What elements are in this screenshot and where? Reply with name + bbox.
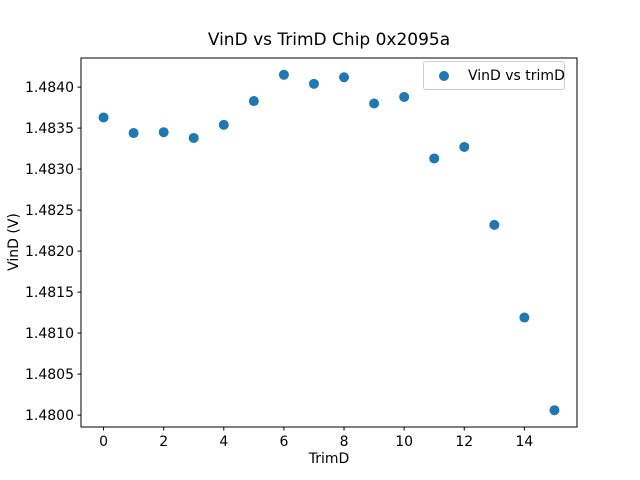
data-point (188, 132, 199, 143)
y-tick-label: 1.4840 (25, 80, 74, 96)
data-point (128, 128, 139, 139)
legend-marker-icon (439, 70, 449, 81)
legend-label: VinD vs trimD (468, 67, 565, 84)
x-tick-label: 14 (515, 434, 533, 450)
x-tick-label: 0 (99, 434, 108, 450)
chart-title: VinD vs TrimD Chip 0x2095a (207, 30, 451, 50)
data-point (369, 98, 380, 109)
data-point (98, 112, 109, 123)
y-tick-label: 1.4825 (25, 203, 74, 219)
data-point (248, 96, 259, 107)
y-tick-label: 1.4835 (25, 121, 74, 137)
x-tick-label: 8 (340, 434, 349, 450)
y-tick-label: 1.4800 (25, 408, 74, 424)
data-point (519, 312, 530, 323)
data-point (339, 72, 350, 83)
data-point (459, 141, 470, 152)
data-point (158, 127, 169, 138)
x-axis-label: TrimD (308, 451, 350, 467)
x-tick-label: 2 (159, 434, 168, 450)
y-tick-label: 1.4805 (25, 367, 74, 383)
data-point (489, 219, 500, 230)
x-tick-label: 10 (395, 434, 413, 450)
x-tick-label: 12 (455, 434, 473, 450)
x-tick-label: 4 (219, 434, 228, 450)
y-tick-label: 1.4830 (25, 162, 74, 178)
y-axis-label: VinD (V) (6, 213, 22, 271)
legend: VinD vs trimD (423, 61, 565, 90)
data-point (308, 78, 319, 89)
data-point (399, 91, 410, 102)
data-point (278, 69, 289, 80)
y-tick-label: 1.4810 (25, 326, 74, 342)
data-point (549, 405, 560, 416)
axes-frame (80, 57, 578, 428)
y-tick-label: 1.4815 (25, 285, 74, 301)
data-point (429, 153, 440, 164)
data-point (218, 119, 229, 130)
y-tick-label: 1.4820 (25, 244, 74, 260)
x-tick-label: 6 (279, 434, 288, 450)
